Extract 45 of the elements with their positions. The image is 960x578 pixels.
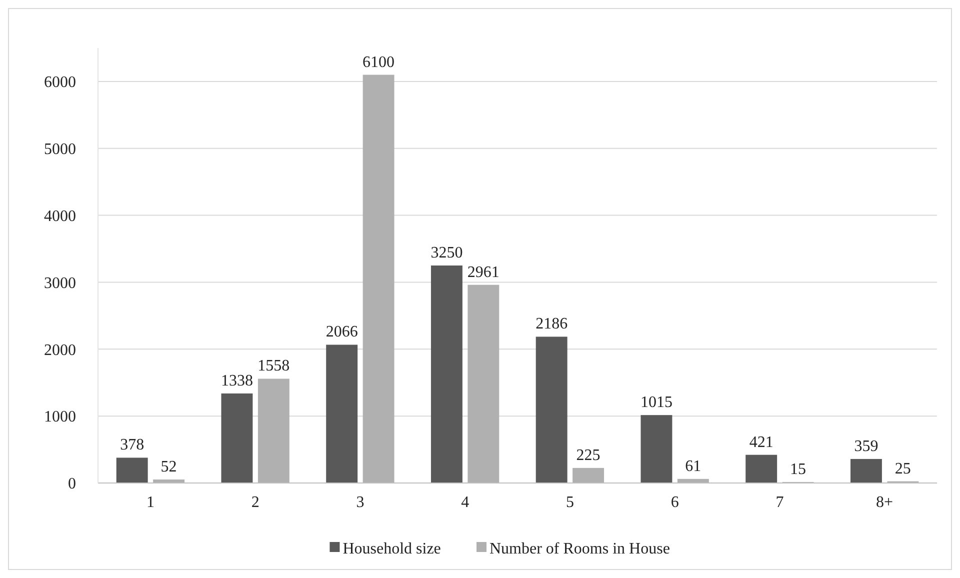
data-label: 421 bbox=[749, 434, 774, 451]
bar bbox=[430, 266, 462, 483]
y-tick-label: 2000 bbox=[44, 342, 76, 359]
bar bbox=[258, 378, 290, 483]
x-tick-label: 3 bbox=[356, 494, 364, 511]
y-tick-label: 5000 bbox=[44, 140, 76, 158]
x-tick-label: 2 bbox=[251, 494, 260, 511]
data-label: 61 bbox=[685, 458, 702, 475]
data-label: 1558 bbox=[258, 358, 290, 375]
data-label: 3250 bbox=[430, 244, 463, 262]
x-tick-label: 7 bbox=[776, 494, 784, 511]
bar bbox=[116, 458, 148, 483]
x-tick-label: 5 bbox=[566, 494, 574, 511]
data-label: 52 bbox=[160, 458, 177, 476]
y-tick-label: 1000 bbox=[44, 408, 76, 426]
bar bbox=[572, 468, 604, 483]
bar bbox=[536, 336, 568, 483]
legend-label: Number of Rooms in House bbox=[490, 540, 670, 558]
bar bbox=[850, 458, 882, 483]
data-label: 225 bbox=[576, 446, 600, 464]
legend-label: Household size bbox=[342, 540, 441, 558]
bar bbox=[468, 284, 500, 483]
x-tick-label: 1 bbox=[146, 494, 154, 511]
data-label: 2186 bbox=[536, 316, 568, 333]
y-tick-label: 4000 bbox=[44, 208, 76, 225]
bar bbox=[746, 454, 778, 483]
y-tick-label: 3000 bbox=[44, 274, 76, 292]
x-tick-label: 6 bbox=[670, 494, 679, 511]
data-label: 25 bbox=[894, 460, 911, 478]
y-tick-label: 0 bbox=[68, 476, 76, 493]
y-tick-label: 6000 bbox=[44, 74, 76, 92]
data-label: 6100 bbox=[362, 54, 395, 71]
bar bbox=[221, 393, 253, 483]
bar bbox=[326, 344, 358, 483]
data-label: 15 bbox=[790, 460, 806, 478]
bar bbox=[640, 415, 672, 483]
data-label: 378 bbox=[120, 436, 144, 454]
data-label: 2066 bbox=[326, 324, 358, 341]
data-label: 1338 bbox=[220, 372, 253, 390]
x-tick-label: 8+ bbox=[876, 494, 894, 511]
x-tick-label: 4 bbox=[461, 494, 470, 511]
bar bbox=[362, 74, 394, 483]
data-label: 1015 bbox=[640, 394, 672, 412]
data-label: 359 bbox=[854, 438, 878, 455]
data-label: 2961 bbox=[467, 264, 500, 281]
